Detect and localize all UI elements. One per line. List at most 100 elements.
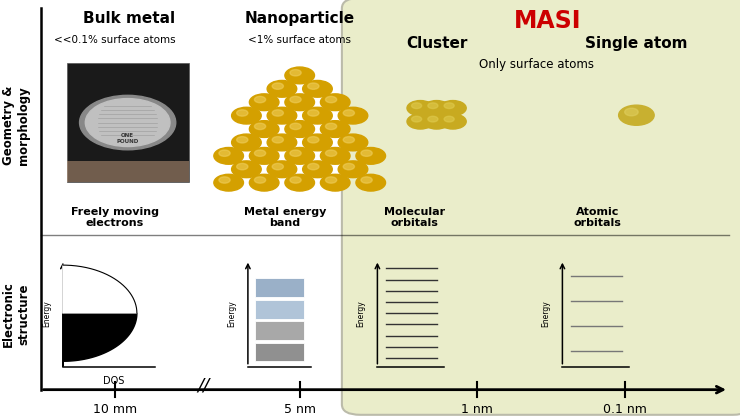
Circle shape [320,94,350,111]
Circle shape [308,137,319,143]
Circle shape [255,177,266,183]
Circle shape [255,96,266,103]
Circle shape [303,134,332,151]
Circle shape [249,147,279,164]
Circle shape [619,105,654,125]
Text: ONE: ONE [121,133,134,137]
Circle shape [214,174,243,191]
Bar [255,279,304,297]
Circle shape [440,101,466,116]
Circle shape [232,107,261,124]
Circle shape [255,150,266,156]
Circle shape [219,177,230,183]
Polygon shape [63,313,137,367]
Circle shape [338,107,368,124]
Text: //: // [198,377,209,394]
Text: Only surface atoms: Only surface atoms [479,58,594,72]
Circle shape [343,110,354,116]
Bar [255,343,304,361]
Circle shape [303,161,332,178]
Circle shape [428,103,438,109]
Text: Energy: Energy [42,300,51,326]
Circle shape [272,163,283,170]
Bar [67,161,189,182]
Circle shape [411,116,422,122]
Circle shape [320,174,350,191]
Text: Electronic
structure: Electronic structure [2,281,30,347]
Text: Energy: Energy [542,300,551,326]
Circle shape [232,161,261,178]
Circle shape [285,147,314,164]
Circle shape [267,134,297,151]
Bar [255,300,304,318]
Circle shape [361,150,372,156]
Circle shape [237,137,248,143]
Circle shape [444,103,454,109]
Circle shape [290,123,301,129]
Text: Metal energy
band: Metal energy band [243,207,326,228]
Circle shape [411,103,422,109]
Circle shape [237,163,248,170]
Text: POUND: POUND [116,139,139,144]
Circle shape [79,96,176,150]
Circle shape [285,121,314,137]
Circle shape [440,114,466,129]
Circle shape [320,121,350,137]
Circle shape [85,98,170,147]
Circle shape [407,101,434,116]
Text: <<0.1% surface atoms: <<0.1% surface atoms [54,35,175,45]
Circle shape [308,83,319,89]
Circle shape [272,83,283,89]
Polygon shape [63,265,137,313]
Text: Energy: Energy [227,300,236,326]
Circle shape [267,80,297,97]
Circle shape [249,121,279,137]
Text: Nanoparticle: Nanoparticle [245,11,354,26]
Circle shape [338,161,368,178]
Text: Single atom: Single atom [585,36,687,52]
Circle shape [232,134,261,151]
Circle shape [625,108,638,116]
Circle shape [308,163,319,170]
Text: Atomic
orbitals: Atomic orbitals [574,207,622,228]
Text: Bulk metal: Bulk metal [84,11,175,26]
Circle shape [428,116,438,122]
Text: <1% surface atoms: <1% surface atoms [248,35,352,45]
Circle shape [214,147,243,164]
Circle shape [407,114,434,129]
Text: Cluster: Cluster [406,36,467,52]
Circle shape [326,177,337,183]
Bar [67,63,189,182]
Circle shape [290,150,301,156]
Circle shape [361,177,372,183]
Text: 0.1 nm: 0.1 nm [603,403,648,416]
Circle shape [285,174,314,191]
Bar [255,321,304,340]
Text: Energy: Energy [357,300,366,326]
Text: Geometry &
morphology: Geometry & morphology [2,86,30,166]
Circle shape [303,80,332,97]
Circle shape [290,70,301,76]
Circle shape [343,137,354,143]
Circle shape [267,107,297,124]
Circle shape [237,110,248,116]
Circle shape [356,174,386,191]
Circle shape [272,137,283,143]
Text: Freely moving
electrons: Freely moving electrons [71,207,158,228]
Circle shape [343,163,354,170]
Circle shape [285,67,314,84]
Circle shape [338,134,368,151]
Circle shape [290,96,301,103]
Circle shape [356,147,386,164]
Text: DOS: DOS [103,376,124,386]
Circle shape [290,177,301,183]
Circle shape [444,116,454,122]
Text: Molecular
orbitals: Molecular orbitals [384,207,445,228]
FancyBboxPatch shape [342,0,740,415]
Circle shape [219,150,230,156]
Circle shape [249,174,279,191]
Circle shape [326,96,337,103]
Text: MASI: MASI [514,9,582,33]
Circle shape [423,114,450,129]
Text: 10 mm: 10 mm [92,403,137,416]
